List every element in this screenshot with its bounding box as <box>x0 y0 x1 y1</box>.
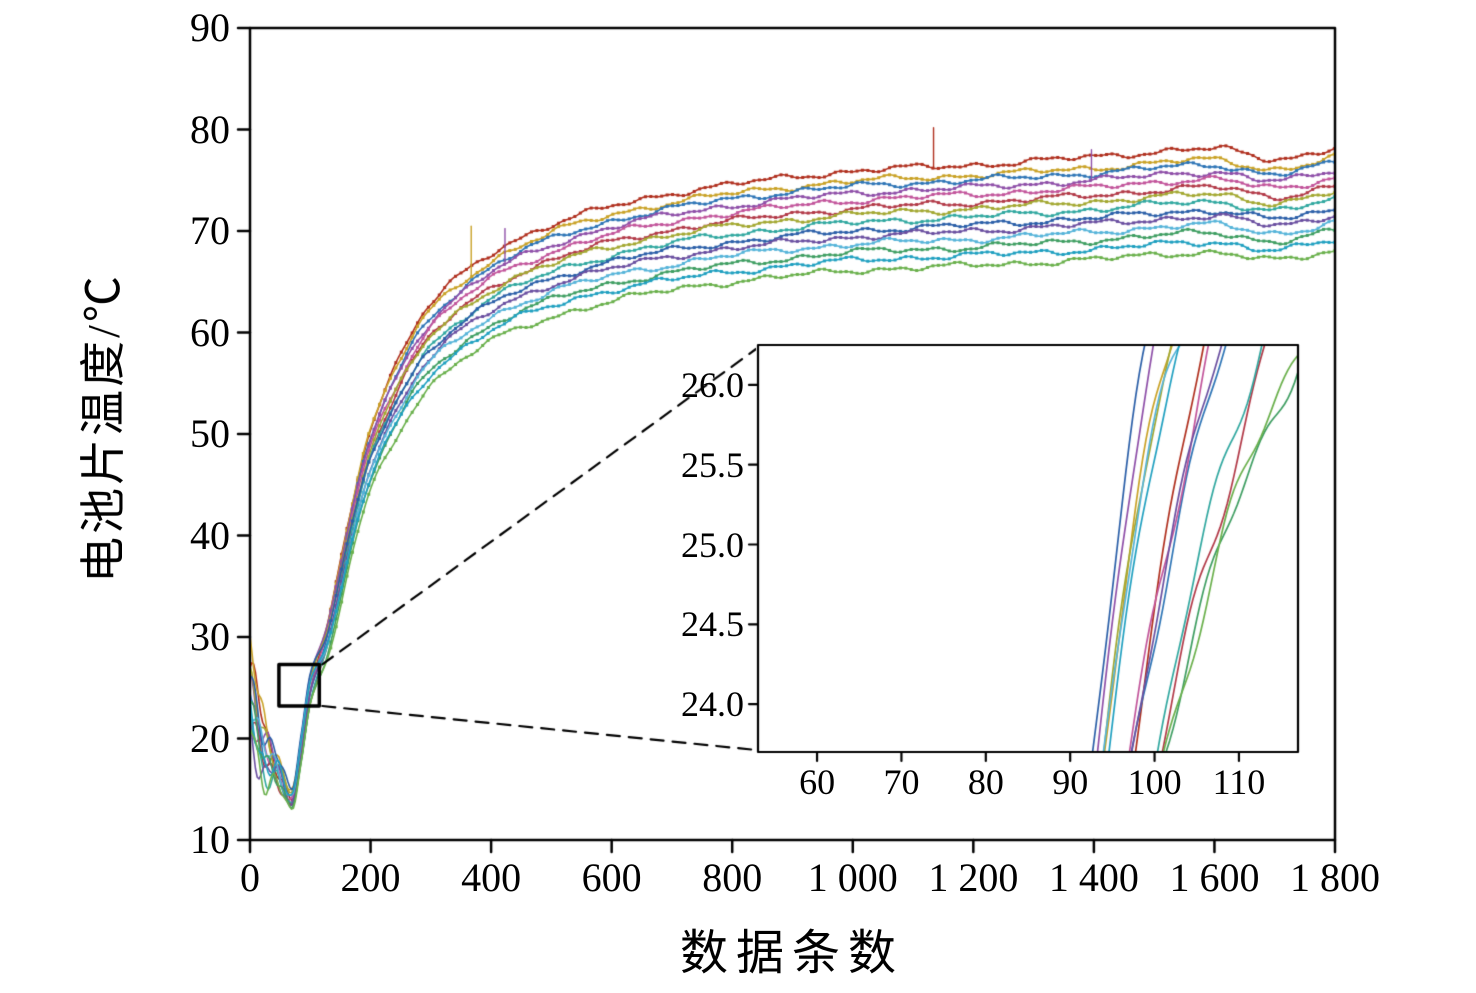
x-tick-label: 1 400 <box>1048 855 1139 900</box>
x-tick-label: 200 <box>340 855 401 900</box>
y-tick-label: 30 <box>190 614 230 659</box>
y-tick-label: 60 <box>190 309 230 355</box>
inset-x-tick-label: 100 <box>1127 762 1182 802</box>
inset-x-tick-label: 90 <box>1052 762 1089 802</box>
x-tick-label: 0 <box>240 855 260 900</box>
x-tick-label: 1 000 <box>807 855 898 900</box>
inset-x-tick-label: 70 <box>883 762 920 802</box>
y-tick-label: 80 <box>190 106 230 152</box>
inset-y-tick-label: 24.0 <box>681 684 744 725</box>
x-tick-label: 400 <box>461 855 522 900</box>
x-axis-title: 数据条数 <box>679 927 905 980</box>
x-tick-label: 1 800 <box>1290 855 1380 900</box>
y-tick-label: 50 <box>190 411 230 456</box>
inset-x-tick-label: 60 <box>799 762 836 802</box>
y-tick-label: 20 <box>190 715 230 761</box>
inset-y-tick-label: 25.0 <box>681 524 744 565</box>
y-tick-label: 40 <box>190 512 230 558</box>
inset-y-tick-label: 26.0 <box>681 364 744 405</box>
inset-y-tick-label: 24.5 <box>681 604 744 645</box>
x-tick-label: 1 600 <box>1169 855 1260 900</box>
inset-x-tick-label: 80 <box>967 762 1004 802</box>
y-tick-label: 70 <box>190 208 230 253</box>
inset-x-tick-label: 110 <box>1212 762 1266 802</box>
y-tick-label: 90 <box>190 5 230 50</box>
inset-y-tick-label: 25.5 <box>681 444 744 485</box>
y-axis-title: 电池片温度/℃ <box>78 273 129 583</box>
x-tick-label: 600 <box>581 855 642 900</box>
y-tick-label: 10 <box>190 817 230 862</box>
x-tick-label: 800 <box>702 855 763 900</box>
x-tick-label: 1 200 <box>928 855 1019 900</box>
